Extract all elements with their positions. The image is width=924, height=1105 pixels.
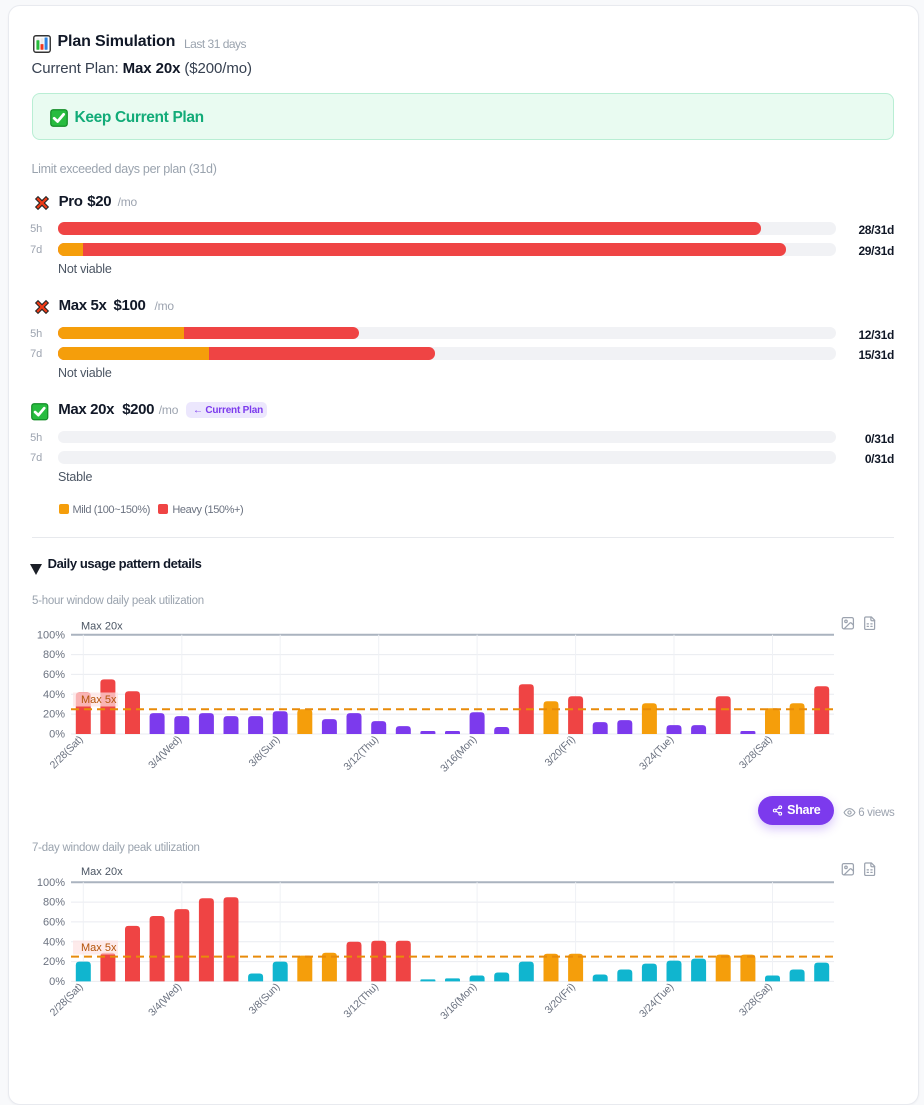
svg-text:0%: 0% (49, 729, 65, 741)
svg-text:3/20(Fri): 3/20(Fri) (542, 734, 577, 769)
svg-text:3/16(Mon): 3/16(Mon) (438, 734, 479, 775)
svg-text:20%: 20% (43, 956, 65, 968)
svg-text:3/4(Wed): 3/4(Wed) (146, 981, 184, 1019)
svg-text:100%: 100% (37, 877, 65, 889)
svg-text:80%: 80% (43, 649, 65, 661)
svg-text:3/4(Wed): 3/4(Wed) (146, 734, 184, 772)
svg-text:3/24(Tue): 3/24(Tue) (637, 734, 676, 773)
svg-text:3/12(Thu): 3/12(Thu) (341, 981, 380, 1020)
svg-text:20%: 20% (43, 709, 65, 721)
svg-text:3/8(Sun): 3/8(Sun) (246, 734, 282, 770)
svg-text:Max 5x: Max 5x (81, 942, 117, 954)
svg-text:3/28(Sat): 3/28(Sat) (737, 981, 775, 1019)
svg-text:3/24(Tue): 3/24(Tue) (637, 981, 676, 1020)
svg-text:0%: 0% (49, 976, 65, 988)
svg-text:3/8(Sun): 3/8(Sun) (246, 981, 282, 1017)
svg-text:3/16(Mon): 3/16(Mon) (438, 981, 479, 1022)
svg-text:60%: 60% (43, 917, 65, 929)
svg-text:3/12(Thu): 3/12(Thu) (341, 734, 380, 773)
svg-text:40%: 40% (43, 936, 65, 948)
svg-text:Max 20x: Max 20x (81, 866, 123, 878)
svg-text:3/28(Sat): 3/28(Sat) (737, 734, 775, 772)
svg-text:60%: 60% (43, 669, 65, 681)
svg-text:40%: 40% (43, 689, 65, 701)
svg-text:80%: 80% (43, 897, 65, 909)
svg-text:Max 5x: Max 5x (81, 694, 117, 706)
svg-text:3/20(Fri): 3/20(Fri) (542, 981, 577, 1016)
svg-text:100%: 100% (37, 629, 65, 641)
svg-text:Max 20x: Max 20x (81, 621, 123, 633)
